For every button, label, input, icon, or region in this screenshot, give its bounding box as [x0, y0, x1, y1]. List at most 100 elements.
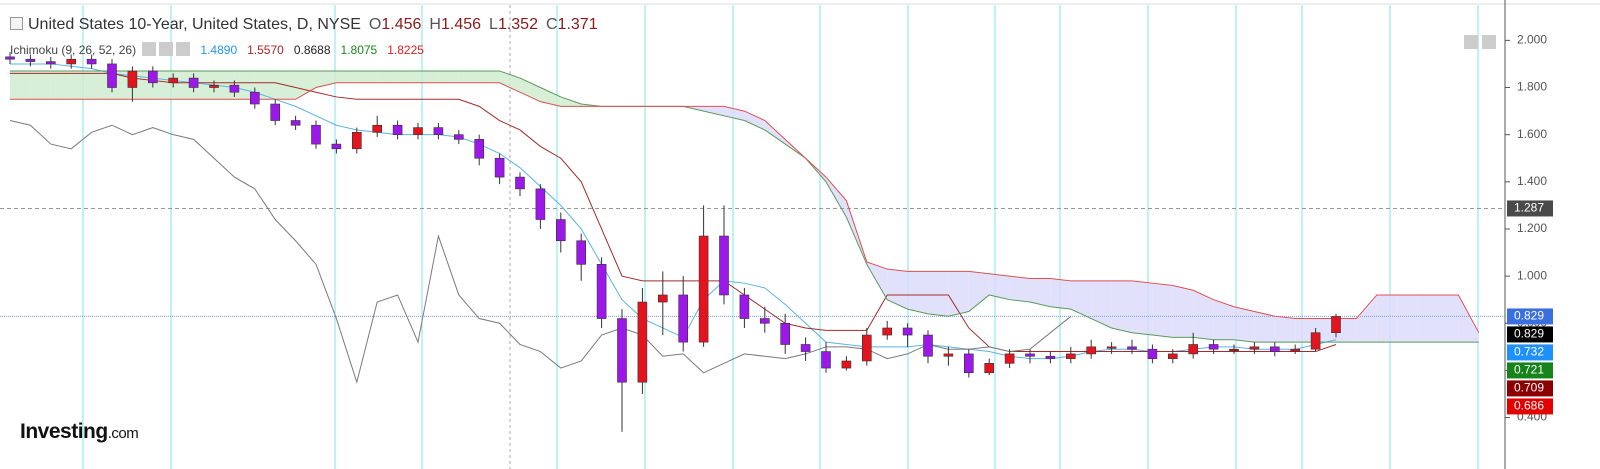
candle-body: [861, 334, 872, 362]
cloud: [968, 271, 990, 312]
y-tick-label: 1.000: [1517, 268, 1547, 282]
cloud: [438, 71, 459, 83]
eye-icon[interactable]: [142, 42, 157, 56]
candle-body: [1208, 344, 1219, 350]
price-label: 0.829: [1514, 309, 1544, 323]
candle-body: [984, 363, 995, 374]
candle-body: [1127, 346, 1137, 350]
cloud: [1213, 299, 1234, 340]
candle-body: [229, 84, 240, 93]
candle-body: [5, 56, 15, 60]
pane-button[interactable]: [1464, 35, 1478, 49]
candle-body: [1086, 346, 1096, 355]
ohlc-key: O: [368, 16, 382, 33]
chart-header: United States 10-Year, United States, D,…: [10, 16, 598, 34]
y-tick-label: 1.800: [1517, 80, 1547, 94]
cloud: [1438, 294, 1459, 343]
collapse-icon[interactable]: [10, 17, 23, 30]
cloud: [1295, 318, 1316, 343]
logo-brand: Investing: [20, 420, 108, 443]
candle-body: [1188, 344, 1198, 355]
candle-body: [800, 344, 811, 352]
price-label-box: [1507, 398, 1553, 415]
price-label-box: [1507, 380, 1553, 397]
cloud: [1356, 294, 1377, 343]
candle-body: [821, 351, 831, 369]
price-label-box: [1507, 200, 1553, 217]
indicator-line: [9, 120, 1072, 385]
candle-body: [739, 294, 750, 319]
close-icon[interactable]: [176, 42, 191, 56]
cloud: [193, 71, 214, 100]
settings-icon[interactable]: [159, 42, 174, 56]
cloud: [295, 71, 316, 100]
cloud: [479, 71, 500, 83]
cloud: [254, 71, 276, 100]
cloud: [1111, 280, 1132, 333]
cloud: [1234, 306, 1255, 343]
candle-body: [188, 77, 199, 88]
candle-body: [1147, 348, 1158, 359]
cloud: [1030, 278, 1051, 307]
candle-body: [311, 124, 321, 145]
candle-body: [1106, 346, 1117, 349]
candle-body: [1229, 348, 1239, 351]
candle-body: [943, 353, 954, 357]
indicator-name[interactable]: Ichimoku (9, 26, 52, 26): [10, 43, 137, 57]
cloud: [1070, 280, 1092, 319]
cloud: [234, 71, 255, 100]
cloud: [91, 71, 112, 100]
candle-body: [494, 157, 505, 178]
cloud: [336, 71, 357, 83]
price-label: 0.686: [1514, 399, 1544, 413]
candle-body: [453, 134, 464, 140]
candle-body: [331, 143, 342, 150]
candle-body: [1331, 316, 1341, 333]
ohlc-value: 1.371: [557, 16, 598, 33]
price-label-box: [1507, 308, 1553, 325]
candle-body: [1168, 353, 1178, 359]
candle-body: [963, 353, 974, 374]
cloud: [356, 71, 378, 83]
candle-body: [1290, 348, 1300, 352]
candle-body: [1045, 355, 1056, 359]
pane-button[interactable]: [1482, 35, 1496, 49]
cloud: [744, 111, 765, 130]
ohlc-key: H: [429, 16, 441, 33]
candle-body: [780, 322, 791, 345]
indicator-legend: Ichimoku (9, 26, 52, 26) 1.4890 1.5570 0.8…: [10, 42, 424, 57]
candle-body: [250, 91, 260, 105]
candle-body: [657, 294, 668, 303]
cloud: [214, 71, 235, 100]
price-label: 0.732: [1514, 345, 1544, 359]
candle-body: [168, 77, 178, 84]
candle-body: [290, 120, 301, 126]
candle-body: [923, 334, 933, 357]
price-label: 1.287: [1514, 201, 1544, 215]
indicator-line: [10, 72, 1337, 353]
cloud: [540, 87, 561, 107]
cloud: [724, 106, 745, 121]
candle-body: [535, 188, 546, 220]
indicator-value: 1.5570: [247, 43, 284, 57]
candle-body: [596, 264, 607, 319]
candle-body: [1310, 332, 1321, 350]
ohlc-value: 1.456: [381, 16, 422, 33]
indicator-value: 1.8225: [387, 43, 424, 57]
cloud: [1050, 278, 1071, 310]
cloud: [520, 78, 541, 102]
candle-body: [351, 132, 362, 150]
candle-body: [86, 58, 97, 65]
candle-body: [392, 124, 403, 135]
cloud: [316, 71, 337, 88]
cloud: [764, 120, 786, 145]
indicator-value: 0.8688: [293, 43, 331, 57]
cloud: [1152, 283, 1173, 338]
candle-body: [882, 327, 893, 336]
cloud: [928, 271, 949, 317]
chart-title: United States 10-Year, United States, D,…: [28, 16, 361, 33]
y-tick-label: 2.000: [1517, 33, 1547, 47]
candle-body: [413, 127, 423, 135]
